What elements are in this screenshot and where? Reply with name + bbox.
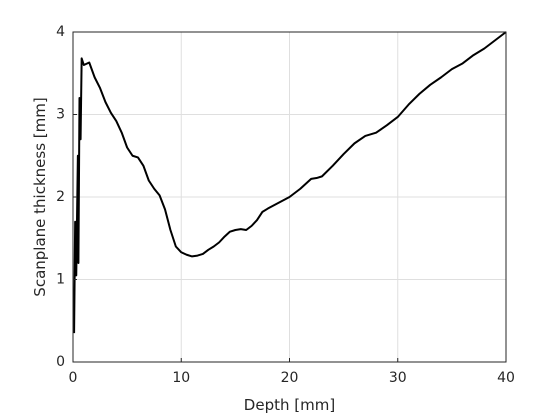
x-tick-label: 10 (172, 370, 190, 386)
x-tick-label: 0 (69, 370, 78, 386)
data-line (73, 31, 507, 334)
y-tick-label: 0 (56, 354, 65, 370)
y-axis-label: Scanplane thickness [mm] (31, 97, 49, 296)
y-tick-label: 4 (56, 24, 65, 40)
x-tick-label: 20 (281, 370, 299, 386)
y-tick-label: 2 (56, 189, 65, 205)
x-tick-label: 30 (389, 370, 407, 386)
y-tick-label: 3 (56, 107, 65, 123)
x-axis-label: Depth [mm] (244, 396, 335, 414)
y-tick-label: 1 (56, 272, 65, 288)
x-tick-label: 40 (497, 370, 515, 386)
